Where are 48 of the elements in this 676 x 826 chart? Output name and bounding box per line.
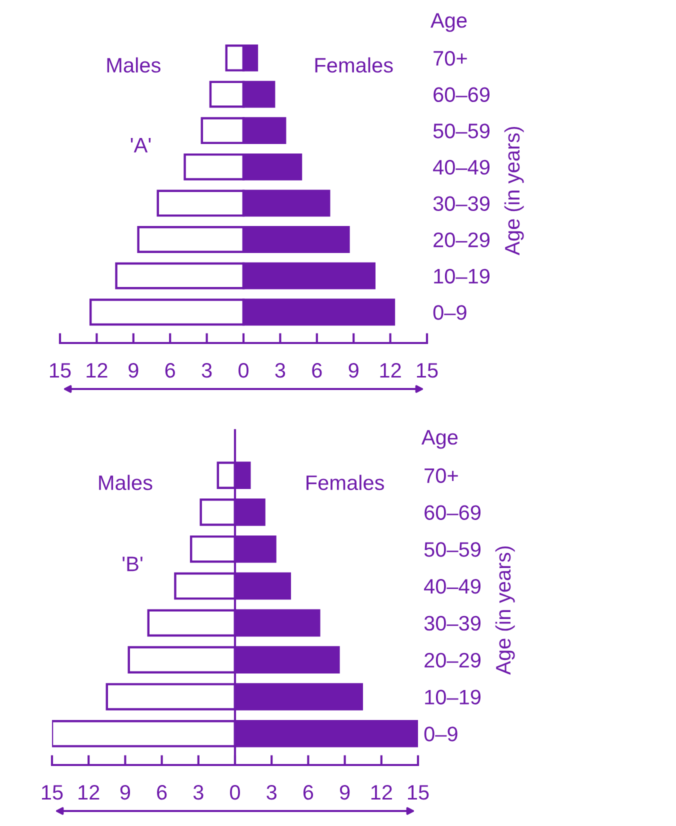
annotation: 'B' (122, 556, 142, 572)
text: Females (315, 57, 393, 73)
x-tick-label: 9 (128, 362, 138, 378)
x-tick-label: 0 (238, 362, 248, 378)
y-tick-label: 30–39 (433, 196, 490, 211)
x-tick-label: 3 (193, 784, 204, 800)
x-tick-label: 9 (120, 784, 130, 800)
y-tick-label: 30–39 (424, 616, 480, 631)
y-tick-label: 60–69 (424, 505, 480, 520)
x-tick-label: 6 (312, 362, 322, 378)
y-tick-label: 10–19 (434, 268, 490, 284)
x-tick-label: 0 (230, 784, 240, 800)
y-tick-label: 20–29 (424, 652, 480, 668)
text: Females (306, 474, 384, 490)
y-tick-label: 40–49 (424, 579, 480, 594)
x-tick-label: 9 (340, 784, 350, 800)
x-tick-label: 6 (303, 784, 314, 800)
y-axis-title: Age (in years) (504, 126, 524, 256)
x-tick-label: 6 (157, 784, 167, 800)
x-tick-label: 15 (50, 363, 71, 378)
annotation: 'A' (130, 138, 151, 152)
y-tick-label: 60–69 (434, 87, 490, 102)
x-tick-label: 12 (86, 362, 108, 378)
x-tick-label: 15 (408, 785, 429, 800)
y-tick-label: 10–19 (425, 690, 480, 704)
x-tick-label: 3 (275, 362, 286, 378)
y-tick-label: 50–59 (433, 124, 490, 138)
x-tick-label: 9 (348, 362, 358, 378)
y-tick-label: 40–49 (433, 160, 490, 175)
y-axis-title: Age (in years) (495, 546, 515, 675)
y-tick-label: 70+ (424, 468, 458, 484)
x-tick-label: 6 (165, 362, 175, 378)
x-tick-label: 3 (266, 784, 276, 800)
y-tick-label: 50–59 (424, 542, 480, 557)
text: Males (99, 474, 152, 490)
text: Age (421, 430, 458, 449)
y-tick-label: 0–9 (424, 726, 458, 742)
x-tick-label: 12 (78, 784, 100, 800)
text: Males (107, 57, 160, 73)
x-tick-label: 15 (42, 785, 63, 800)
x-tick-label: 12 (380, 362, 401, 378)
x-tick-label: 12 (371, 784, 392, 800)
y-tick-label: 20–29 (434, 232, 490, 248)
x-tick-label: 15 (417, 363, 438, 378)
x-tick-label: 3 (202, 362, 212, 378)
y-tick-label: 0–9 (433, 305, 466, 320)
text: Age (430, 13, 467, 32)
y-tick-label: 70+ (434, 50, 467, 66)
